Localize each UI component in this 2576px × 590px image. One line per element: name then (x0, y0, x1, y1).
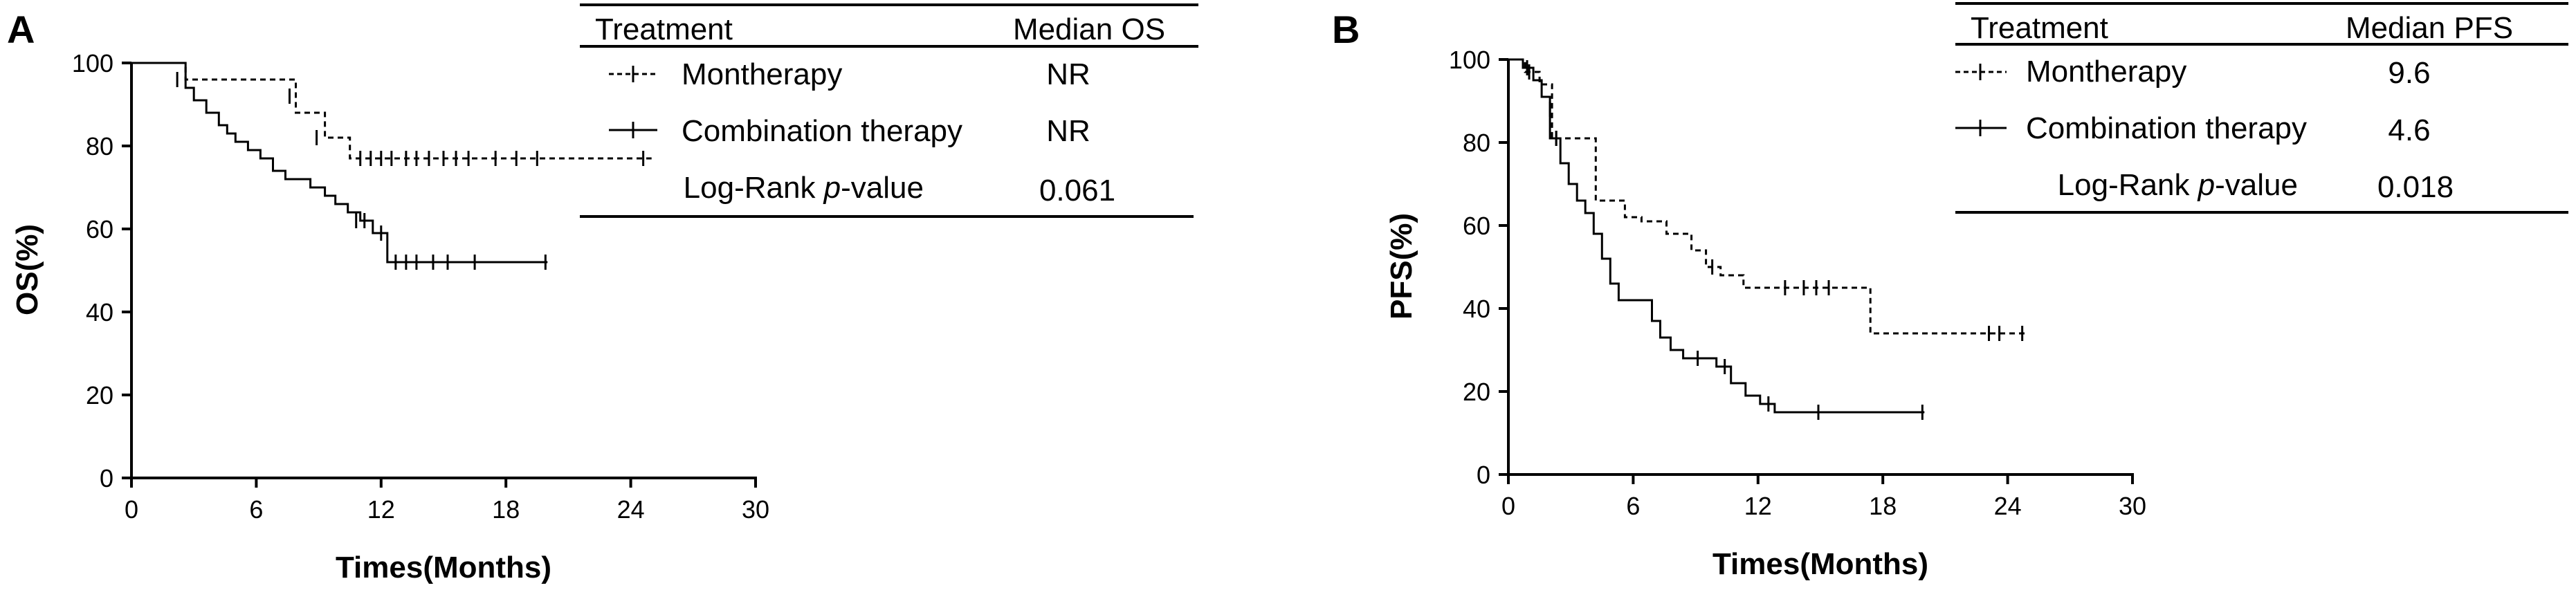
pvalue-value: 0.018 (2377, 170, 2454, 204)
y-tick-label: 40 (86, 298, 113, 326)
y-tick-label: 0 (1477, 461, 1490, 489)
y-tick-label: 80 (1463, 129, 1490, 157)
table-row-label: Combination therapy (2026, 111, 2307, 145)
y-axis-title: PFS(%) (1385, 213, 1418, 320)
y-axis-title: OS(%) (10, 224, 44, 315)
combination-survival-curve (131, 62, 548, 264)
x-tick-label: 6 (249, 495, 263, 524)
axis-ticks-b: 0 6 12 18 24 30 0 20 40 60 80 100 (1449, 46, 2146, 520)
y-tick-label: 60 (86, 215, 113, 243)
x-tick-label: 30 (2119, 492, 2146, 520)
table-col-median: Median OS (1013, 12, 1165, 46)
x-tick-label: 24 (617, 495, 645, 524)
table-row-value: NR (1046, 57, 1090, 91)
pvalue-label: Log-Rank p-value (684, 171, 924, 205)
panel-letter-a: A (7, 8, 35, 51)
x-axis-title: Times(Months) (1712, 547, 1928, 581)
y-tick-label: 20 (1463, 378, 1490, 406)
table-row-value: NR (1046, 114, 1090, 148)
x-axis-title: Times(Months) (336, 551, 551, 584)
pvalue-value: 0.061 (1039, 174, 1115, 208)
x-tick-label: 12 (367, 495, 395, 524)
y-tick-label: 100 (72, 49, 113, 77)
table-row-value: 4.6 (2388, 113, 2430, 147)
panel-letter-b: B (1332, 8, 1360, 51)
x-tick-label: 18 (492, 495, 520, 524)
x-tick-label: 6 (1626, 492, 1640, 520)
table-col-median: Median PFS (2346, 11, 2513, 45)
y-tick-label: 0 (100, 464, 113, 492)
km-curves-b (1508, 58, 2029, 420)
panel-b-pfs: B 0 6 12 18 24 30 0 20 40 60 80 100 PFS(%) Times(Mo… (1332, 2, 2568, 581)
panel-a-os: A 0 6 12 18 24 30 0 20 40 60 80 100 OS(%) Times(Mon… (7, 3, 1198, 584)
combination-survival-curve (1508, 58, 1925, 414)
x-tick-label: 12 (1744, 492, 1772, 520)
x-tick-label: 30 (742, 495, 769, 524)
x-tick-label: 0 (125, 495, 138, 524)
table-row-value: 9.6 (2388, 56, 2430, 90)
table-row-label: Montherapy (2026, 55, 2186, 89)
table-col-treatment: Treatment (1971, 11, 2108, 45)
y-tick-label: 80 (86, 132, 113, 160)
y-tick-label: 40 (1463, 295, 1490, 323)
montherapy-survival-curve (1508, 58, 2029, 335)
table-col-treatment: Treatment (595, 12, 733, 46)
x-tick-label: 0 (1501, 492, 1515, 520)
summary-table-a: Treatment Median OS Montherapy NR Combin… (580, 3, 1198, 218)
montherapy-survival-curve (131, 62, 652, 160)
x-tick-label: 24 (1994, 492, 2022, 520)
summary-table-b: Treatment Median PFS Montherapy 9.6 Comb… (1955, 2, 2568, 214)
y-tick-label: 60 (1463, 212, 1490, 240)
km-curves-a (131, 62, 652, 270)
x-tick-label: 18 (1869, 492, 1897, 520)
axis-ticks-a: 0 6 12 18 24 30 0 20 40 60 80 100 (72, 49, 769, 524)
y-tick-label: 100 (1449, 46, 1490, 74)
pvalue-label: Log-Rank p-value (2058, 168, 2298, 202)
table-row-label: Montherapy (682, 57, 842, 91)
table-row-label: Combination therapy (682, 114, 962, 148)
y-tick-label: 20 (86, 381, 113, 409)
